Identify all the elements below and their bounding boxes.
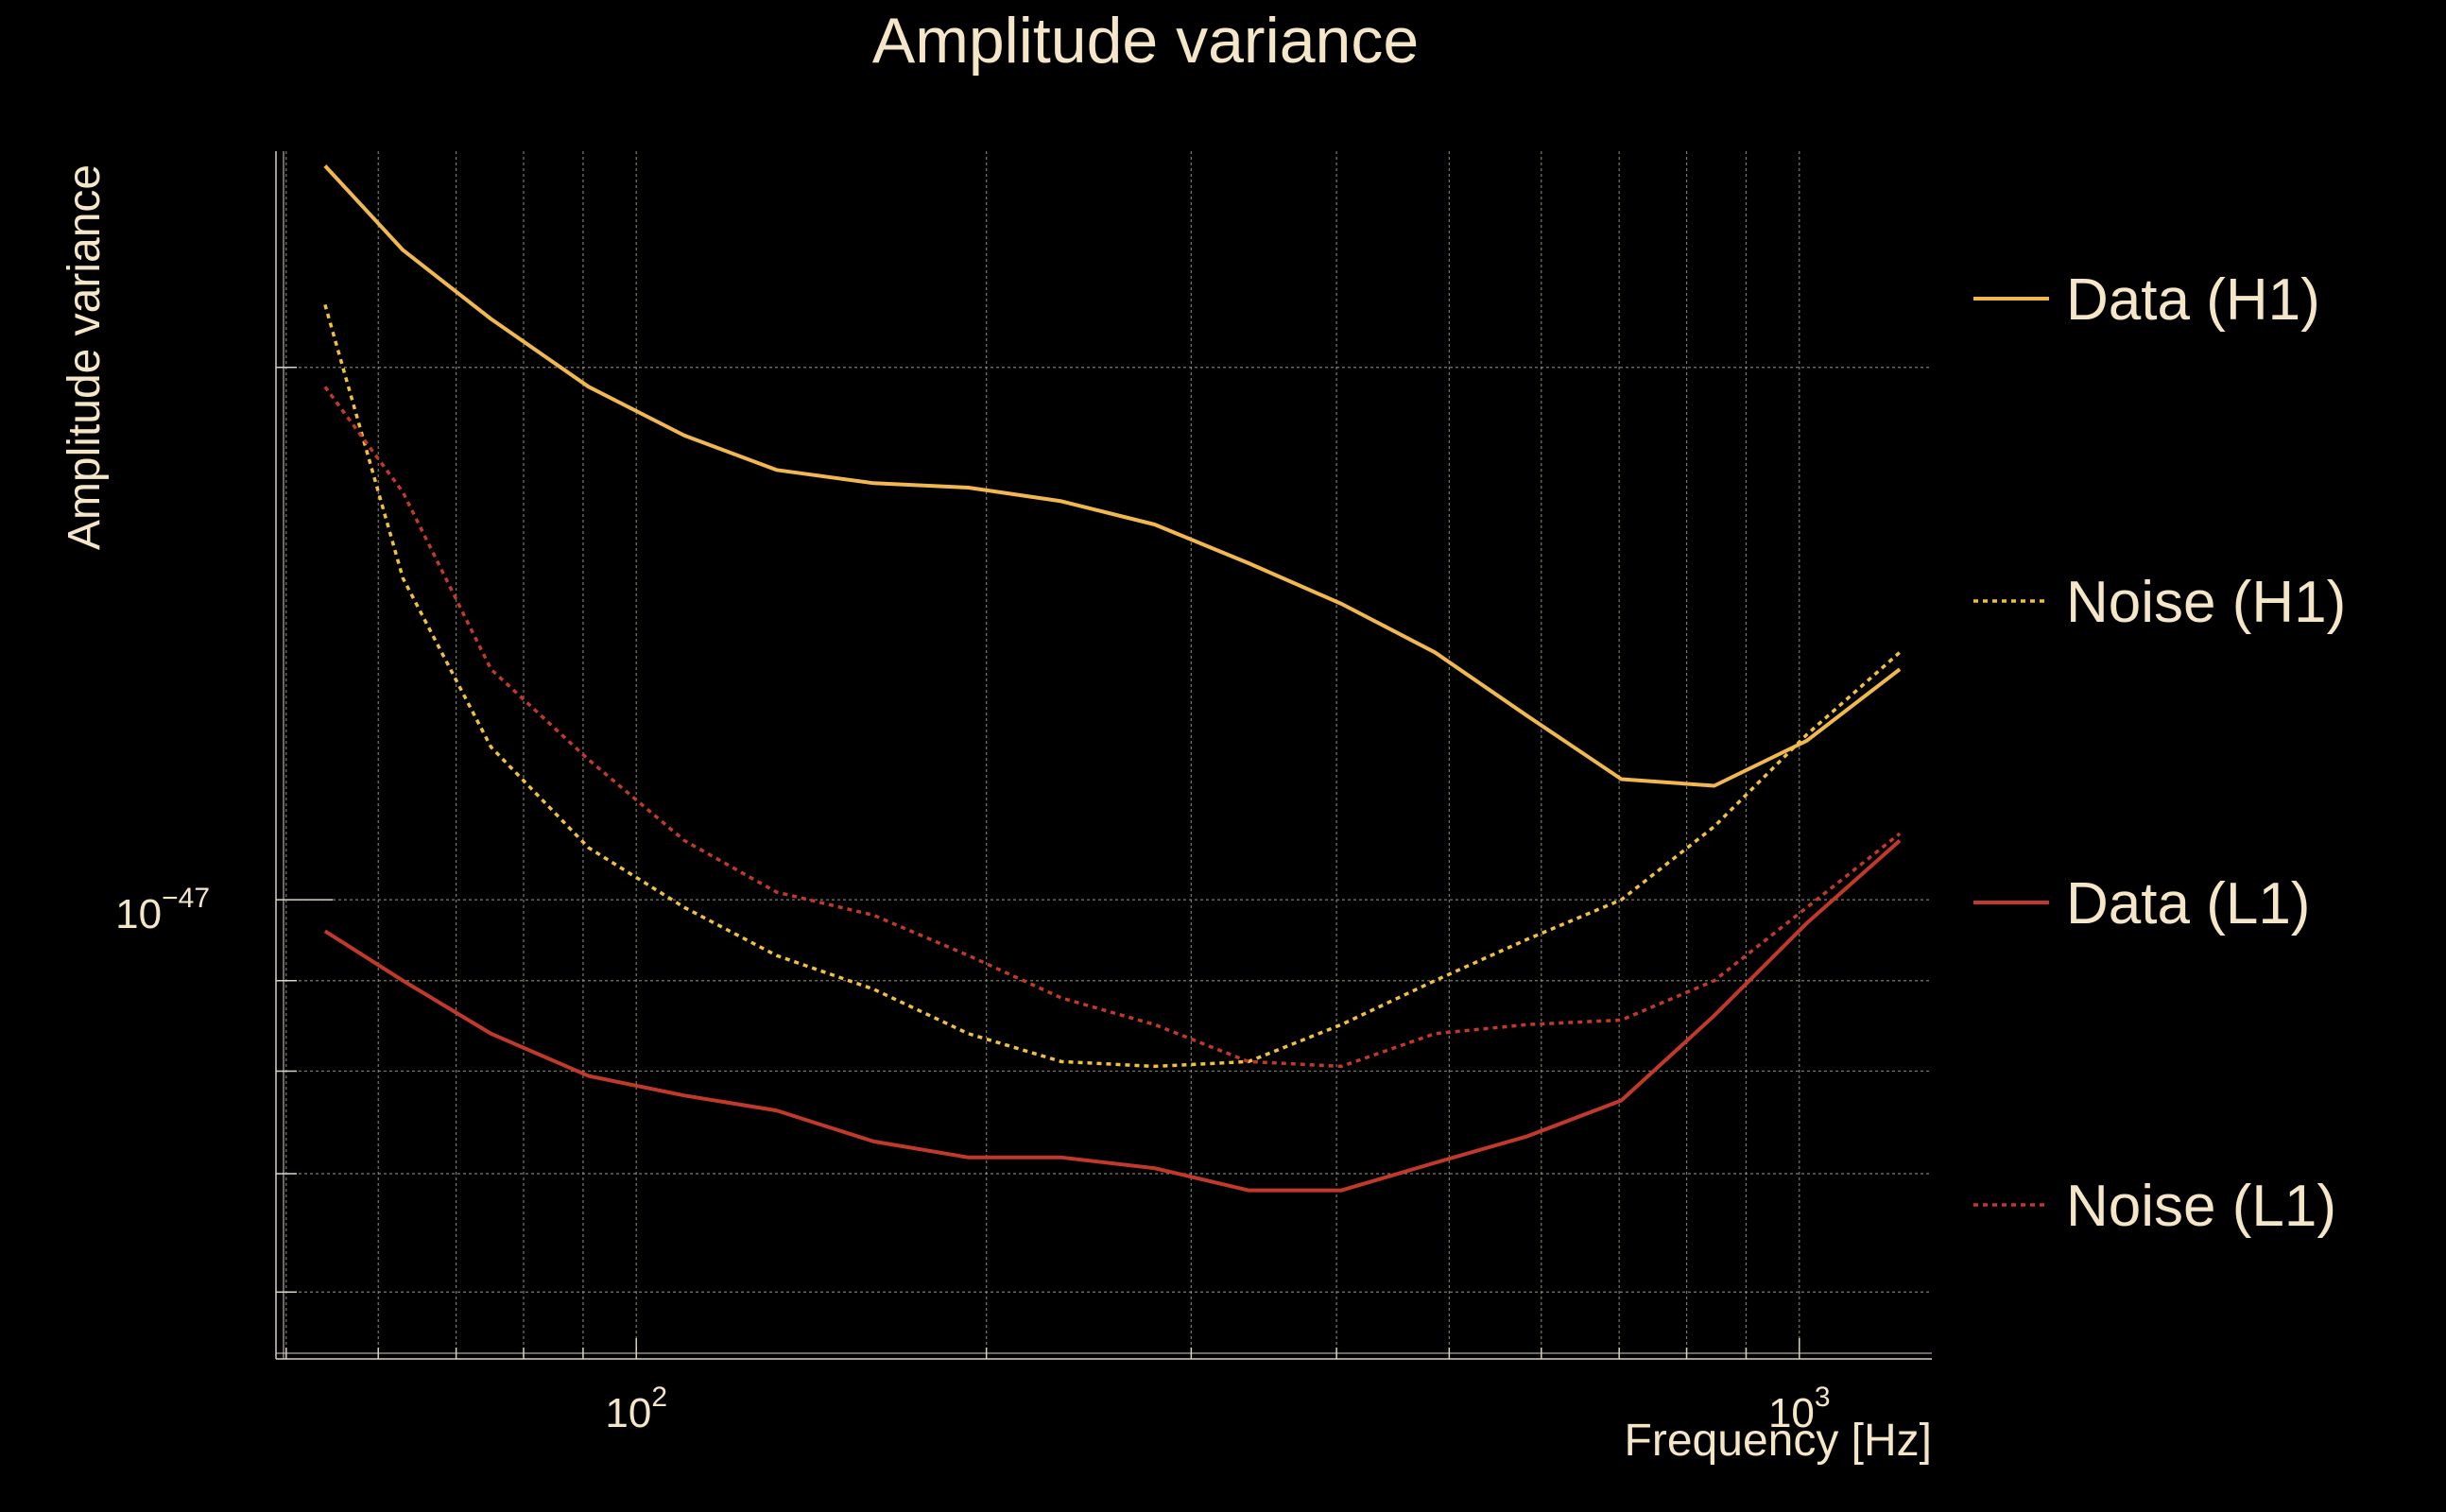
series-line-1 — [323, 164, 1902, 788]
axes — [275, 151, 1932, 1360]
tick-labels: 102 103 10−47 — [115, 883, 1830, 1436]
series-lines — [323, 164, 1902, 1193]
legend-label-2: Noise (H1) — [2066, 570, 2346, 635]
x-axis-label: Frequency [Hz] — [1625, 1416, 1932, 1466]
legend-label-1: Data (H1) — [2066, 267, 2320, 333]
series-line-3 — [323, 839, 1902, 1193]
y-tick-label: 10−47 — [115, 883, 210, 937]
series-line-4 — [323, 386, 1902, 1069]
grid — [276, 151, 1932, 1359]
legend-label-3: Data (L1) — [2066, 871, 2310, 936]
legend-label-4: Noise (L1) — [2066, 1174, 2336, 1239]
y-axis-label: Amplitude variance — [60, 164, 110, 550]
series-line-2 — [323, 303, 1902, 1069]
legend: Data (H1) Noise (H1) Data (L1) Noise (L1) — [1973, 267, 2346, 1239]
chart-title: Amplitude variance — [872, 5, 1419, 77]
x-tick-label: 103 — [1768, 1382, 1831, 1436]
x-tick-label: 102 — [605, 1382, 667, 1436]
